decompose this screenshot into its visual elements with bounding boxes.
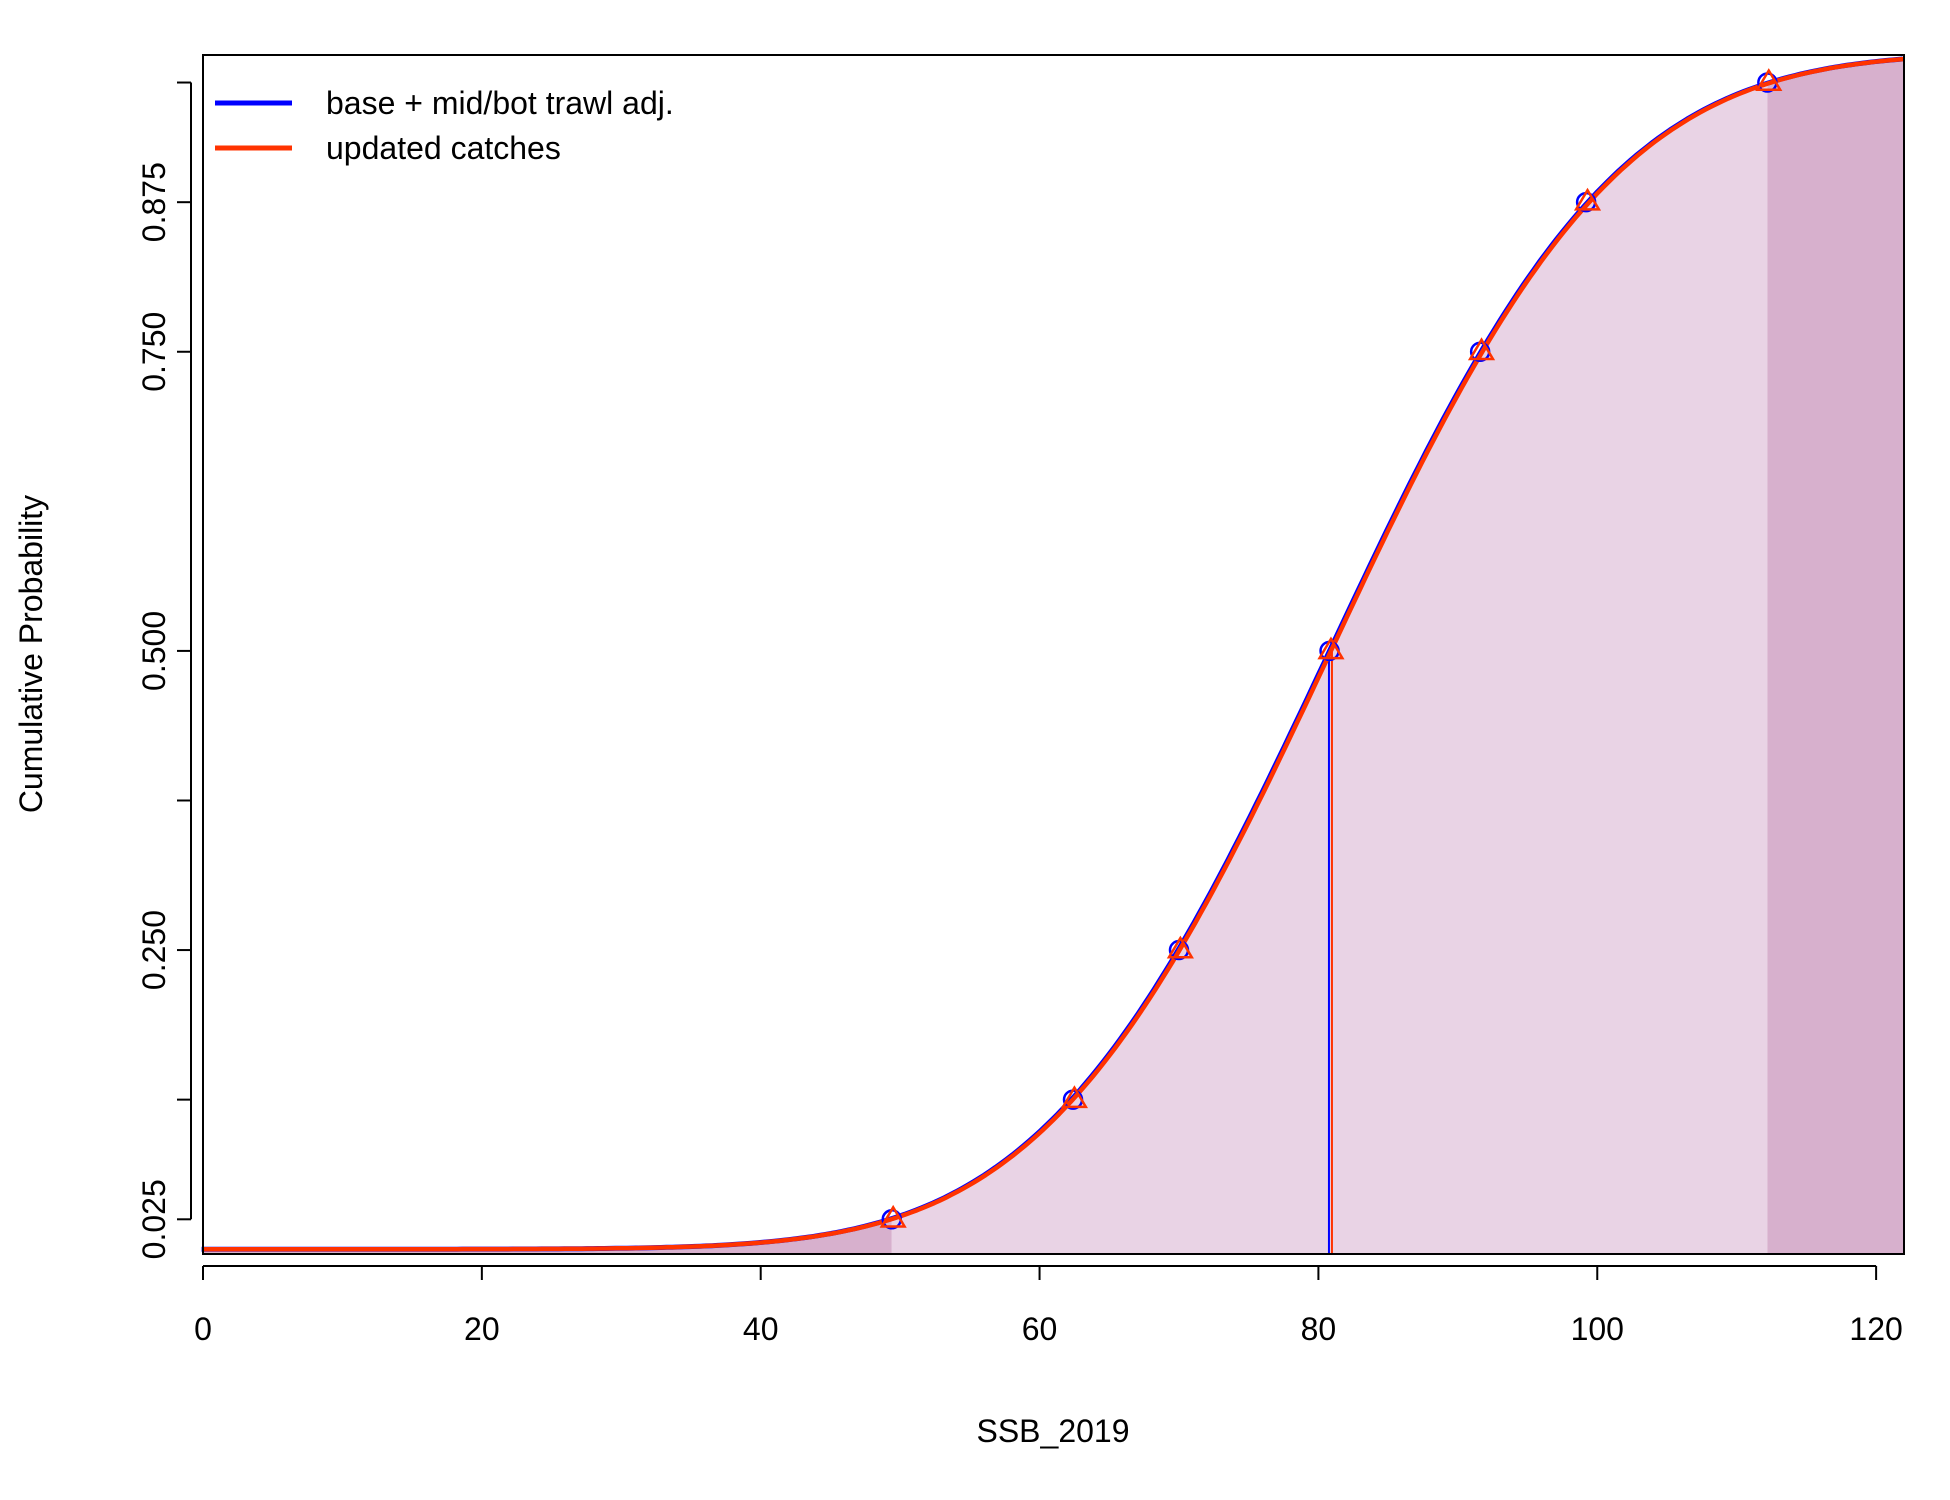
plot-frame (202, 54, 1905, 1255)
y-tick-label-5: 0.750 (136, 312, 172, 392)
marker-updated-2 (1166, 935, 1194, 959)
x-axis: 0 20 40 60 80 100 120 (194, 1265, 1903, 1347)
marker-updated-5 (1573, 187, 1602, 211)
marker-updated-1 (1060, 1085, 1089, 1109)
y-tick-label-6: 0.875 (136, 162, 172, 242)
x-tick-label-0: 0 (194, 1311, 212, 1347)
legend-label-0: base + mid/bot trawl adj. (326, 85, 674, 121)
cdf-line-updated-catches (203, 56, 1905, 1252)
cdf-curves (201, 56, 1905, 1252)
marker-updated-0 (879, 1204, 907, 1228)
x-tick-label-2: 40 (743, 1311, 779, 1347)
y-tick-label-2: 0.250 (136, 910, 172, 990)
x-axis-title: SSB_2019 (976, 1413, 1129, 1449)
x-tick-label-3: 60 (1022, 1311, 1058, 1347)
legend-label-1: updated catches (326, 130, 561, 166)
y-tick-label-0: 0.025 (136, 1179, 172, 1259)
shaded-area (203, 59, 1904, 1255)
quantile-markers (879, 68, 1783, 1230)
y-axis: 0.025 0.250 0.500 0.750 0.875 (136, 81, 192, 1259)
x-tick-label-5: 100 (1571, 1311, 1624, 1347)
marker-updated-4 (1467, 337, 1496, 361)
y-axis-title: Cumulative Probability (13, 495, 49, 813)
legend: base + mid/bot trawl adj. updated catches (215, 85, 674, 166)
marker-updated-6 (1755, 68, 1783, 91)
shade-upper-tail (1767, 59, 1904, 1254)
x-tick-label-4: 80 (1301, 1311, 1337, 1347)
x-tick-label-6: 120 (1849, 1311, 1902, 1347)
y-tick-label-4: 0.500 (136, 611, 172, 691)
x-tick-label-1: 20 (464, 1311, 500, 1347)
median-lines (1327, 650, 1333, 1254)
marker-updated-3 (1317, 636, 1345, 660)
